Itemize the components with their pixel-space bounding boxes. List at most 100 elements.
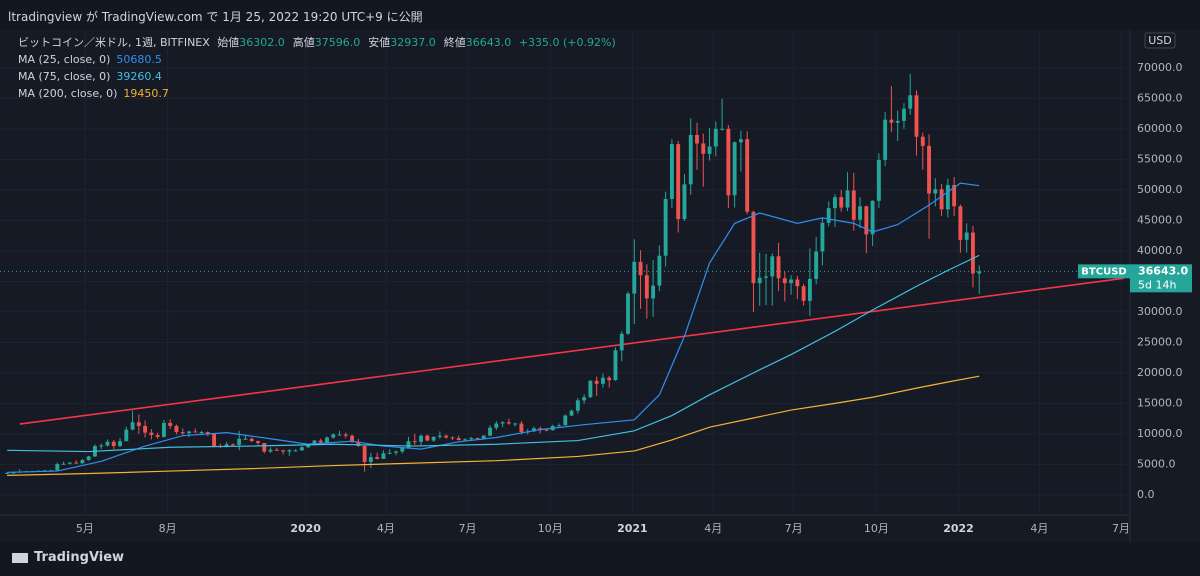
candle-body (619, 333, 624, 351)
candle-body (343, 434, 348, 436)
candle-body (945, 184, 950, 210)
countdown: 5d 14h (1138, 278, 1176, 291)
candle-body (720, 128, 725, 130)
candle-body (450, 437, 455, 439)
candle-body (695, 134, 699, 144)
candle-body (764, 276, 768, 278)
candle-body (920, 136, 925, 146)
candle-body (130, 422, 135, 430)
candle-body (105, 441, 110, 446)
candle-body (205, 432, 210, 434)
candle-body (55, 464, 60, 471)
candle-body (444, 435, 449, 438)
y-tick-label: 20000.0 (1137, 366, 1183, 379)
candle-body (682, 184, 687, 220)
candle-body (161, 422, 166, 437)
candle-body (669, 144, 674, 199)
candle-body (256, 441, 260, 444)
candle-body (845, 190, 850, 208)
indicator-name: MA (75, close, 0) (18, 70, 111, 83)
candle-body (745, 139, 750, 212)
candle-body (757, 277, 762, 284)
y-tick-label: 40000.0 (1137, 244, 1183, 257)
ohlc-value: 36302.0 (239, 36, 285, 49)
candle-body (425, 435, 430, 441)
candle-body (437, 435, 442, 437)
moving-average (7, 254, 980, 453)
logo (12, 552, 28, 563)
candle-body (500, 422, 505, 424)
candle-body (368, 457, 373, 462)
candle-body (582, 397, 587, 401)
candle-body (732, 142, 737, 196)
candle-body (224, 444, 229, 447)
candle-body (86, 456, 91, 461)
candle-body (676, 144, 681, 220)
candle-body (419, 435, 423, 442)
candle-body (544, 429, 549, 431)
x-tick-label: 4月 (1030, 522, 1048, 535)
candle-body (381, 453, 386, 459)
candle-body (594, 380, 599, 384)
candle-body (575, 400, 580, 411)
symbol-tag-text: BTCUSD (1081, 266, 1126, 277)
y-tick-label: 50000.0 (1137, 183, 1183, 196)
candle-body (895, 120, 900, 123)
candle-body (557, 425, 561, 427)
price-tag-text: 36643.0 (1138, 264, 1188, 277)
candle-body (249, 438, 254, 442)
candle-body (889, 119, 894, 123)
candle-body (939, 189, 944, 210)
candle-body (237, 438, 242, 445)
candle-body (293, 450, 298, 452)
candle-body (212, 433, 217, 447)
candle-body (726, 128, 731, 196)
ohlc-label: 高値 (292, 36, 315, 49)
candle-body (331, 434, 336, 438)
candle-body (795, 279, 800, 287)
x-tick-label: 4月 (377, 522, 395, 535)
candle-body (644, 275, 649, 299)
ohlc-values: 始値36302.0 高値37596.0 安値32937.0 終値36643.0 (213, 36, 515, 49)
candle-body (864, 206, 869, 235)
legend: ビットコイン／米ドル, 1週, BITFINEX 始値36302.0 高値3759… (18, 34, 620, 102)
y-tick-label: 70000.0 (1137, 61, 1183, 74)
candle-body (268, 449, 273, 452)
candle-body (613, 350, 618, 381)
x-tick-label: 10月 (864, 522, 889, 535)
candle-body (600, 377, 605, 384)
candle-body (964, 232, 969, 240)
candle-body (952, 184, 957, 207)
candle-body (738, 139, 743, 143)
indicator-row: MA (75, close, 0) 39260.4 (18, 68, 620, 85)
marks (0, 73, 1130, 476)
candle-body (318, 440, 323, 443)
candle-body (663, 198, 668, 256)
ohlc-label: 終値 (443, 36, 466, 49)
candle-body (607, 377, 612, 381)
candle-body (5, 472, 10, 474)
candle-body (274, 449, 279, 451)
y-tick-label: 25000.0 (1137, 335, 1183, 348)
candle-body (632, 261, 637, 294)
currency-box (1144, 32, 1176, 49)
x-tick-label: 4月 (704, 522, 722, 535)
candle-body (281, 450, 286, 452)
candle-body (463, 439, 467, 441)
candle-body (350, 435, 355, 442)
indicator-name: MA (25, close, 0) (18, 53, 111, 66)
candle-body (149, 432, 154, 436)
candle-body (124, 429, 129, 442)
candle-body (707, 146, 712, 154)
candle-body (306, 444, 311, 448)
candle-body (839, 197, 844, 208)
candle-body (908, 95, 913, 109)
candle-body (958, 206, 963, 240)
candle-body (456, 438, 461, 440)
x-tick-label: 8月 (159, 522, 177, 535)
chart-background (0, 30, 1200, 542)
candle-body (751, 211, 756, 284)
ohlc-value: 36643.0 (465, 36, 512, 49)
candle-body (657, 255, 662, 286)
change: +335.0 (+0.92%) (518, 36, 616, 49)
